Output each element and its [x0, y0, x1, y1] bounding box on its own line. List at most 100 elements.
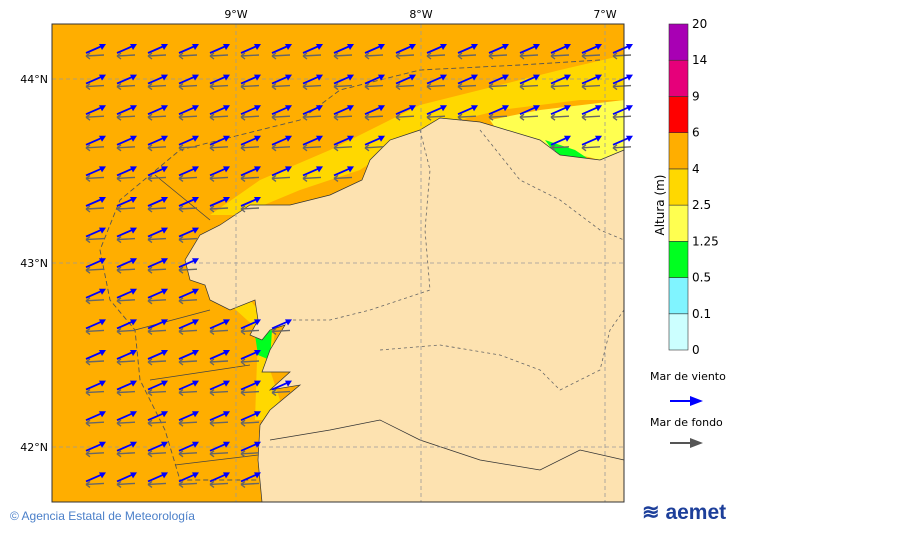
wind-sea-arrowhead — [99, 319, 106, 326]
wind-sea-arrowhead — [161, 44, 168, 50]
wind-sea-arrow — [426, 75, 444, 85]
swell-arrow — [457, 83, 477, 91]
wind-sea-arrow — [209, 198, 227, 207]
wind-sea-arrow — [178, 351, 196, 360]
wind-sea-arrow — [271, 106, 289, 116]
wind-sea-arrow — [457, 106, 475, 116]
wind-sea-arrowhead — [285, 74, 292, 81]
wind-sea-arrowhead — [130, 350, 137, 356]
swell-arrow — [178, 174, 198, 182]
wind-sea-arrowhead — [471, 44, 478, 50]
wind-sea-arrow — [116, 198, 134, 207]
swell-arrow — [364, 52, 384, 60]
swell-arrow — [85, 389, 105, 397]
wind-sea-arrow-icon — [670, 396, 703, 406]
swell-arrow — [85, 297, 105, 305]
swell-arrow — [116, 450, 136, 458]
wind-sea-arrow — [240, 320, 258, 330]
swell-arrow-icon — [670, 438, 703, 448]
wind-sea-arrowhead — [99, 227, 106, 234]
swell-arrow — [426, 83, 446, 91]
wind-sea-arrow — [581, 136, 599, 146]
swell-arrow — [147, 297, 167, 305]
swell-arrow — [333, 144, 353, 152]
wind-sea-arrow — [147, 381, 165, 391]
wind-sea-arrow — [364, 45, 382, 54]
swell-arrow — [147, 113, 167, 121]
wind-sea-arrowhead — [564, 74, 571, 81]
wind-sea-arrow — [364, 106, 382, 116]
wind-sea-arrowhead — [161, 74, 168, 81]
colorbar-segment — [668, 313, 689, 351]
colorbar-segment — [668, 241, 689, 278]
wind-sea-arrowhead — [254, 197, 261, 203]
wind-sea-arrow — [302, 106, 320, 116]
wind-sea-arrow — [178, 320, 196, 330]
swell-arrow — [302, 83, 322, 91]
swell-arrow — [147, 174, 167, 182]
wind-sea-arrowhead — [533, 44, 540, 50]
wind-sea-arrowhead — [502, 105, 509, 112]
wind-sea-arrow — [519, 106, 537, 116]
wind-sea-arrow — [85, 412, 103, 422]
swell-arrow — [147, 480, 167, 488]
swell-arrow — [519, 113, 539, 121]
swell-arrow — [178, 205, 198, 213]
wind-sea-arrow — [240, 167, 258, 177]
wind-sea-arrow — [147, 136, 165, 146]
swell-arrow — [116, 266, 136, 274]
swell-arrow — [209, 450, 229, 458]
wind-sea-arrowhead — [254, 472, 261, 479]
swell-arrow — [85, 327, 105, 335]
wind-sea-arrowhead — [626, 135, 633, 142]
colorbar-segment — [668, 23, 689, 61]
wind-sea-arrow — [147, 442, 165, 452]
wind-sea-arrow — [333, 136, 351, 146]
swell-arrow — [178, 83, 198, 91]
swell-arrow — [209, 113, 229, 121]
swell-arrow — [240, 83, 260, 91]
wind-sea-arrowhead — [595, 105, 602, 112]
wind-sea-arrow — [271, 45, 289, 54]
swell-arrow — [178, 266, 198, 274]
wind-sea-arrow — [364, 75, 382, 85]
wind-sea-arrow — [612, 106, 630, 116]
wind-sea-arrowhead — [564, 135, 571, 142]
wind-sea-arrow — [116, 259, 134, 269]
swell-arrow — [333, 52, 353, 60]
swell-arrow — [147, 205, 167, 213]
wind-sea-arrow — [85, 320, 103, 330]
wind-sea-arrow — [178, 167, 196, 177]
swell-arrow — [116, 83, 136, 91]
wind-sea-arrow — [209, 442, 227, 452]
wind-sea-arrow — [178, 106, 196, 116]
wind-sea-arrowhead — [285, 105, 292, 112]
wind-sea-arrowhead — [192, 227, 199, 234]
wind-sea-arrowhead — [161, 197, 168, 203]
wind-sea-arrowhead — [409, 105, 416, 112]
colorbar-tick: 1.25 — [692, 234, 719, 248]
wind-sea-arrow — [240, 75, 258, 85]
swell-arrow — [178, 297, 198, 305]
wind-sea-arrowhead — [471, 105, 478, 112]
wind-sea-arrowhead — [192, 197, 199, 203]
wind-sea-arrowhead — [161, 319, 168, 326]
wind-sea-arrow — [116, 473, 134, 483]
wind-sea-arrowhead — [595, 74, 602, 81]
wind-sea-arrowhead — [130, 135, 137, 142]
wind-sea-arrowhead — [378, 74, 385, 81]
swell-arrow — [209, 389, 229, 397]
wind-sea-arrowhead — [316, 74, 323, 81]
maritime-zone-boundary — [99, 59, 601, 481]
wind-sea-arrowhead — [192, 105, 199, 112]
swell-arrow — [85, 266, 105, 274]
wind-sea-arrow — [271, 167, 289, 177]
wind-sea-arrow — [612, 75, 630, 85]
wind-sea-arrow — [178, 442, 196, 452]
swell-arrow — [178, 450, 198, 458]
colorbar-tick: 4 — [692, 162, 700, 176]
wind-sea-arrow — [178, 45, 196, 54]
swell-arrow — [147, 266, 167, 274]
wave-arrows — [85, 44, 633, 488]
wind-sea-arrowhead — [99, 197, 106, 203]
